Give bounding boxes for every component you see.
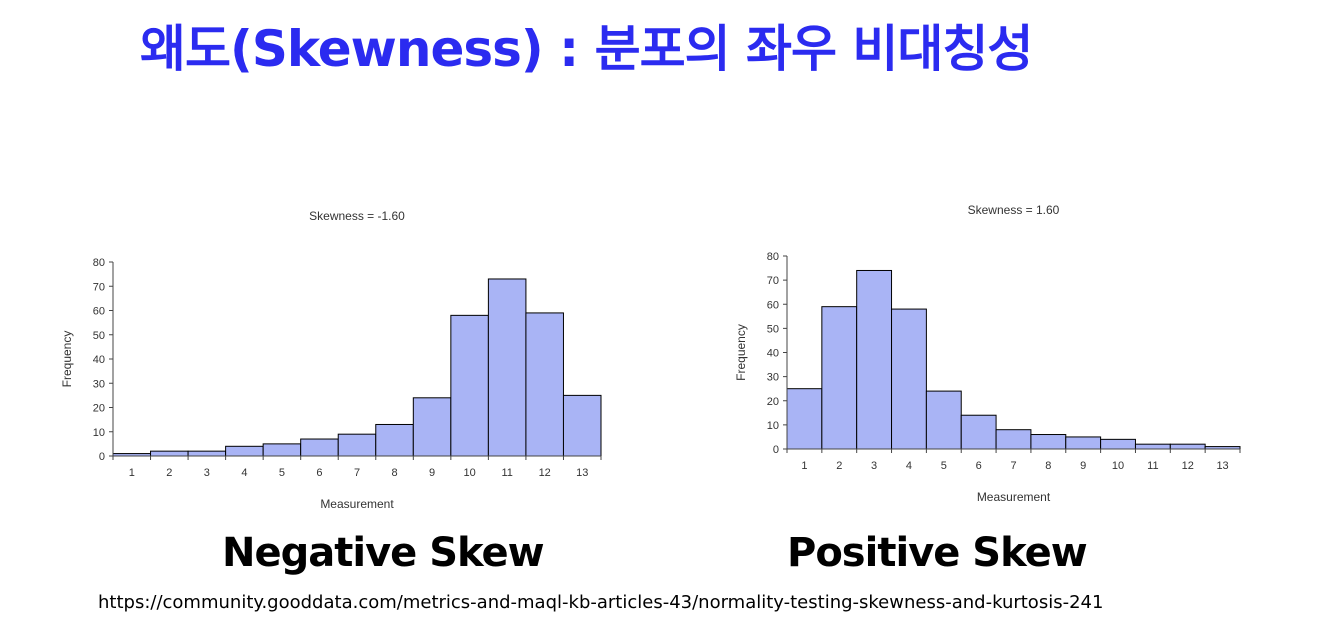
x-tick-label: 11 xyxy=(1147,460,1158,472)
histogram-bar-10 xyxy=(450,314,489,457)
x-tick-label: 3 xyxy=(871,460,877,472)
x-tick-label: 12 xyxy=(1182,460,1194,472)
y-tick-label: 60 xyxy=(767,299,779,311)
histogram-bar-3 xyxy=(187,450,227,457)
histogram-bar-8 xyxy=(375,423,414,457)
x-tick-label: 13 xyxy=(576,467,588,479)
histogram-bar-13 xyxy=(562,394,602,457)
histogram-bar-2 xyxy=(821,306,858,450)
x-tick-label: 7 xyxy=(1010,460,1016,472)
x-tick-label: 4 xyxy=(906,460,912,472)
y-tick-label: 40 xyxy=(767,348,779,360)
histogram-bar-5 xyxy=(925,390,962,450)
x-axis-label: Measurement xyxy=(977,490,1051,504)
x-tick-label: 8 xyxy=(1045,460,1051,472)
histogram-bar-8 xyxy=(1030,434,1067,450)
x-tick-label: 5 xyxy=(941,460,947,472)
y-tick-label: 20 xyxy=(767,396,779,408)
histogram-bar-1 xyxy=(786,388,823,450)
histogram-bar-10 xyxy=(1100,438,1136,450)
chart-title: Skewness = -1.60 xyxy=(309,209,405,223)
y-tick-label: 10 xyxy=(767,420,779,432)
x-tick-label: 9 xyxy=(1080,460,1086,472)
histogram-bar-7 xyxy=(337,433,377,457)
y-tick-label: 70 xyxy=(767,275,779,287)
histogram-bar-6 xyxy=(960,414,997,450)
histogram-bar-12 xyxy=(1169,443,1206,450)
histogram-bar-11 xyxy=(1134,443,1171,450)
y-tick-label: 0 xyxy=(773,444,779,456)
y-tick-label: 30 xyxy=(93,378,105,390)
x-tick-label: 7 xyxy=(354,467,360,479)
slide-title: 왜도(Skewness) : 분포의 좌우 비대칭성 xyxy=(140,20,1033,78)
x-tick-label: 11 xyxy=(501,467,512,479)
x-tick-label: 10 xyxy=(1112,460,1124,472)
y-axis-label: Frequency xyxy=(734,324,748,381)
histogram-bar-12 xyxy=(525,312,564,457)
x-tick-label: 10 xyxy=(463,467,475,479)
histogram-bar-7 xyxy=(995,429,1032,450)
x-tick-label: 6 xyxy=(316,467,322,479)
x-axis-label: Measurement xyxy=(320,497,394,511)
chart-title: Skewness = 1.60 xyxy=(968,203,1060,217)
y-tick-label: 0 xyxy=(99,451,105,463)
y-tick-label: 50 xyxy=(767,323,779,335)
x-tick-label: 3 xyxy=(204,467,210,479)
histogram-bar-4 xyxy=(225,445,264,457)
source-link[interactable]: https://community.gooddata.com/metrics-a… xyxy=(98,592,1104,613)
histogram-bar-6 xyxy=(300,438,339,457)
x-tick-label: 1 xyxy=(129,467,135,479)
histogram-bar-3 xyxy=(856,269,893,450)
x-tick-label: 5 xyxy=(279,467,285,479)
y-axis-label: Frequency xyxy=(60,331,74,388)
negative-skew-caption: Negative Skew xyxy=(222,530,545,576)
histogram-bar-4 xyxy=(891,308,927,450)
y-tick-label: 20 xyxy=(93,403,105,415)
y-tick-label: 80 xyxy=(93,257,105,269)
y-tick-label: 60 xyxy=(93,306,105,318)
histogram-bar-9 xyxy=(412,397,452,457)
histogram-bar-2 xyxy=(150,450,189,457)
x-tick-label: 6 xyxy=(976,460,982,472)
y-tick-label: 10 xyxy=(93,427,105,439)
positive-skew-caption: Positive Skew xyxy=(787,530,1088,576)
x-tick-label: 9 xyxy=(429,467,435,479)
y-tick-label: 70 xyxy=(93,281,105,293)
histogram-bar-11 xyxy=(487,278,527,457)
x-tick-label: 13 xyxy=(1216,460,1228,472)
histogram-bar-9 xyxy=(1065,436,1102,450)
y-tick-label: 40 xyxy=(93,354,105,366)
x-tick-label: 2 xyxy=(166,467,172,479)
x-tick-label: 2 xyxy=(836,460,842,472)
x-tick-label: 8 xyxy=(391,467,397,479)
y-tick-label: 80 xyxy=(767,251,779,263)
y-tick-label: 30 xyxy=(767,372,779,384)
x-tick-label: 12 xyxy=(539,467,551,479)
x-tick-label: 4 xyxy=(241,467,247,479)
y-tick-label: 50 xyxy=(93,330,105,342)
histogram-bar-5 xyxy=(262,443,302,457)
x-tick-label: 1 xyxy=(801,460,807,472)
